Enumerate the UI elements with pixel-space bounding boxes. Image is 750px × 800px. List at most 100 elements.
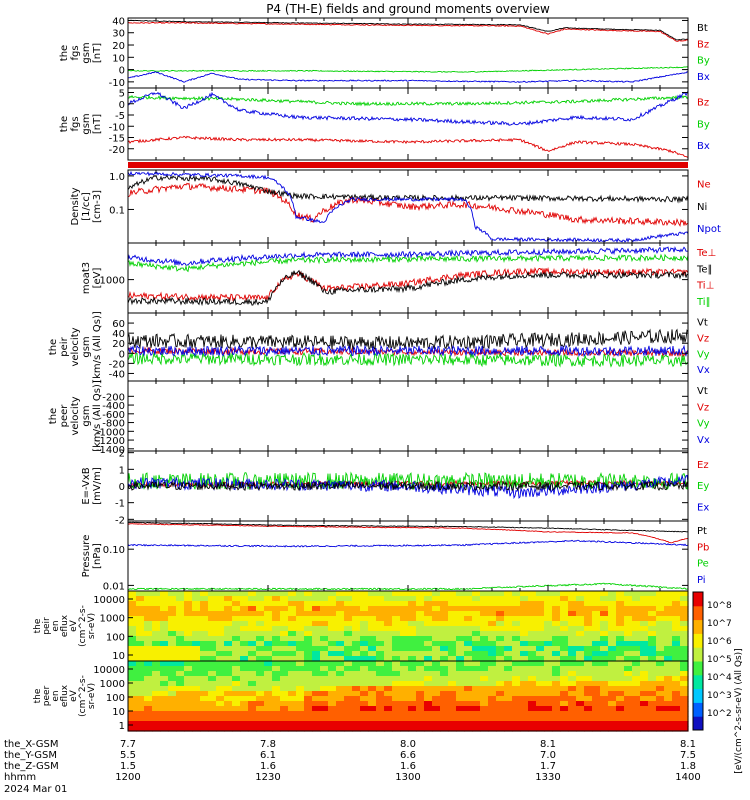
spectrogram-cell [176,671,185,677]
spectrogram-cell [320,696,329,702]
spectrogram-cell [208,711,217,717]
spectrogram-cell [200,636,209,642]
spectrogram-cell [464,636,473,642]
spectrogram-cell [256,641,265,647]
spectrogram-cell [448,611,457,617]
spectrogram-cell [632,656,641,662]
spectrogram-cell [528,671,537,677]
spectrogram-cell [608,666,617,672]
spectrogram-cell [416,666,425,672]
spectrogram-cell [568,701,577,707]
spectrogram-cell [576,696,585,702]
spectrogram-cell [232,726,241,732]
spectrogram-cell [248,661,257,667]
spectrogram-cell [400,641,409,647]
spectrogram-cell [432,591,441,597]
spectrogram-cell [264,591,273,597]
spectrogram-cell [168,691,177,697]
spectrogram-cell [608,656,617,662]
spectrogram-cell [416,616,425,622]
spectrogram-cell [480,626,489,632]
spectrogram-cell [376,706,385,712]
spectrogram-cell [240,591,249,597]
spectrogram-cell [608,691,617,697]
spectrogram-cell [312,601,321,607]
spectrogram-cell [584,616,593,622]
spectrogram-cell [264,666,273,672]
series-p4-Te⊥ [128,266,689,302]
spectrogram-cell [536,596,545,602]
spectrogram-cell [304,656,313,662]
spectrogram-cell [608,671,617,677]
spectrogram-cell [424,711,433,717]
spectrogram-cell [504,626,513,632]
spectrogram-cell [200,606,209,612]
spectrogram-cell [216,716,225,722]
spectrogram-cell [400,606,409,612]
spectrogram-cell [248,636,257,642]
spectrogram-cell [248,651,257,657]
spectrogram-cell [280,591,289,597]
spectrogram-cell [232,691,241,697]
spectrogram-cell [128,676,137,682]
spectrogram-cell [384,681,393,687]
spectrogram-cell [672,601,681,607]
spectrogram-cell [232,671,241,677]
spectrogram-cell [512,701,521,707]
spectrogram-cell [400,726,409,732]
spectrogram-cell [288,666,297,672]
spectrogram-cell [424,706,433,712]
spectrogram-cell [288,596,297,602]
spectrogram-cell [640,721,649,727]
spectrogram-cell [288,621,297,627]
spectrogram-cell [320,601,329,607]
spectrogram-cell [392,606,401,612]
spectrogram-cell [296,696,305,702]
spectrogram-cell [488,601,497,607]
spectrogram-cell [200,641,209,647]
spectrogram-cell [640,706,649,712]
spectrogram-cell [440,711,449,717]
spectrogram-cell [520,716,529,722]
spectrogram-cell [328,631,337,637]
y-tick-label: -10 [109,122,125,133]
spectrogram-cell [464,661,473,667]
colorbar-segment [693,674,703,690]
spectrogram-cell [432,716,441,722]
spectrogram-cell [224,686,233,692]
spectrogram-cell [224,696,233,702]
spectrogram-cell [464,631,473,637]
spectrogram-cell [592,671,601,677]
spectrogram-cell [200,696,209,702]
spectrogram-cell [360,696,369,702]
spectrogram-cell [288,686,297,692]
spectrogram-cell [568,616,577,622]
spectrogram-cell [432,631,441,637]
spectrogram-cell [144,631,153,637]
spectrogram-cell [552,716,561,722]
spectrogram-cell [536,701,545,707]
spectrogram-cell [672,706,681,712]
spectrogram-cell [344,636,353,642]
spectrogram-cell [184,681,193,687]
spectrogram-cell [680,686,689,692]
spectrogram-cell [136,631,145,637]
spectrogram-cell [144,691,153,697]
spectrogram-cell [472,711,481,717]
spectrogram-cell [256,701,265,707]
x-row-value: 1.6 [400,761,416,772]
spectrogram-cell [288,671,297,677]
spectrogram-cell [240,626,249,632]
spectrogram-cell [680,641,689,647]
panel-frame [127,380,689,452]
spectrogram-cell [432,606,441,612]
spectrogram-cell [376,641,385,647]
y-axis-label: peir [59,336,70,356]
y-tick-label: 0 [119,66,125,77]
spectrogram-cell [632,666,641,672]
spectrogram-cell [352,701,361,707]
legend-entry: Bz [697,97,709,108]
spectrogram-cell [400,591,409,597]
spectrogram-cell [320,591,329,597]
